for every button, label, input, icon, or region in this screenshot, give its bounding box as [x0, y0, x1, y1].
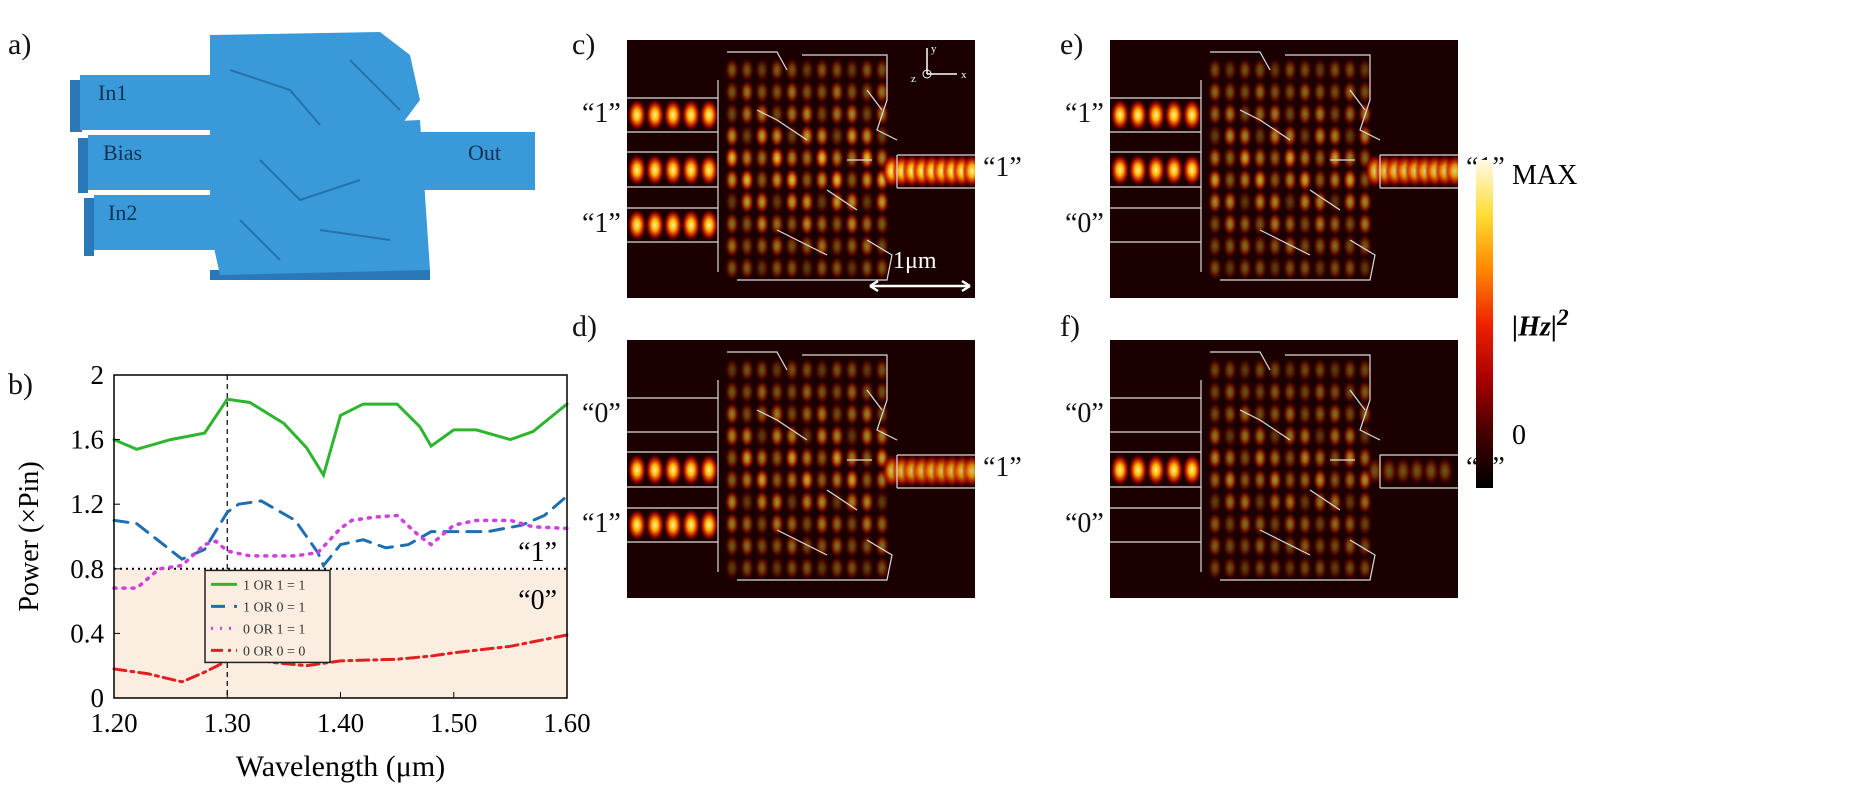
y-tick-label: 1.2 [70, 489, 104, 519]
axis-glyph-x: x [961, 69, 967, 81]
device-3d-render [70, 32, 535, 280]
output-state-c: “1” [983, 152, 1022, 183]
axis-glyph-z: z [911, 73, 916, 85]
input-state-2-c: “1” [582, 208, 621, 239]
input-state-1-f: “0” [1065, 398, 1104, 429]
field-intensity [627, 358, 975, 580]
series-line-0 [112, 397, 569, 479]
colorbar-label-text: |Hz| [1512, 311, 1558, 343]
series-line-1 [112, 494, 569, 569]
field-map-f [1110, 340, 1458, 598]
colorbar [1476, 160, 1493, 488]
field-map-c [627, 40, 975, 298]
input-state-2-d: “1” [582, 508, 621, 539]
input-state-1-d: “0” [582, 398, 621, 429]
y-tick-label: 0 [91, 683, 105, 713]
input-state-1-e: “1” [1065, 98, 1104, 129]
colorbar-min: 0 [1512, 420, 1526, 451]
region-label-zero: “0” [518, 585, 557, 616]
power-chart: 1.20 1.30 1.40 1.50 1.60 0 0.4 0.8 1.2 1.6 2 Wavele… [14, 360, 591, 783]
panel-label-b: b) [8, 368, 33, 401]
structure-outline [1110, 351, 1458, 581]
series-line-3 [112, 633, 569, 684]
x-tick-label: 1.50 [430, 708, 477, 738]
x-tick-label: 1.20 [90, 708, 137, 738]
scale-bar-label: 1μm [893, 248, 937, 274]
y-tick-label: 2 [91, 360, 105, 390]
y-tick-label: 0.4 [70, 618, 104, 648]
structure-outline [627, 351, 975, 581]
axes-glyph: y x z [911, 43, 967, 85]
series-line-2 [112, 513, 569, 590]
colorbar-exponent: 2 [1557, 305, 1569, 331]
y-tick-label: 0.8 [70, 554, 104, 584]
x-tick-label: 1.30 [204, 708, 251, 738]
field-intensity [1110, 58, 1458, 280]
output-state-d: “1” [983, 452, 1022, 483]
label-bias: Bias [103, 140, 143, 165]
region-label-one: “1” [518, 537, 557, 568]
panel-label-a: a) [8, 28, 32, 61]
legend-label-0: 1 OR 1 = 1 [243, 578, 305, 593]
panel-label-c: c) [572, 28, 596, 61]
panel-label-e: e) [1060, 28, 1084, 61]
x-axis-label: Wavelength (μm) [236, 750, 445, 783]
x-tick-label: 1.60 [543, 708, 590, 738]
zero-region-shade [114, 568, 567, 698]
legend-label-3: 0 OR 0 = 0 [243, 644, 305, 659]
field-map-e [1110, 40, 1458, 298]
label-in2: In2 [108, 200, 138, 225]
input-state-2-f: “0” [1065, 508, 1104, 539]
label-out: Out [468, 140, 501, 165]
colorbar-max: MAX [1512, 160, 1578, 191]
y-axis-label: Power (×Pin) [14, 461, 45, 611]
y-tick-label: 1.6 [70, 425, 104, 455]
input-state-2-e: “0” [1065, 208, 1104, 239]
structure-outline [627, 51, 975, 281]
field-intensity [1110, 358, 1454, 580]
structure-outline [1110, 51, 1458, 281]
colorbar-label: |Hz|2 [1512, 305, 1569, 343]
legend-label-2: 0 OR 1 = 1 [243, 622, 305, 637]
field-map-d [627, 340, 975, 598]
panel-label-f: f) [1060, 310, 1080, 343]
legend-label-1: 1 OR 0 = 1 [243, 600, 305, 615]
axis-glyph-y: y [931, 43, 937, 55]
panel-label-d: d) [572, 310, 597, 343]
field-intensity [627, 58, 975, 280]
x-tick-label: 1.40 [317, 708, 364, 738]
scale-bar [869, 279, 971, 293]
input-state-1-c: “1” [582, 98, 621, 129]
label-in1: In1 [98, 80, 128, 105]
